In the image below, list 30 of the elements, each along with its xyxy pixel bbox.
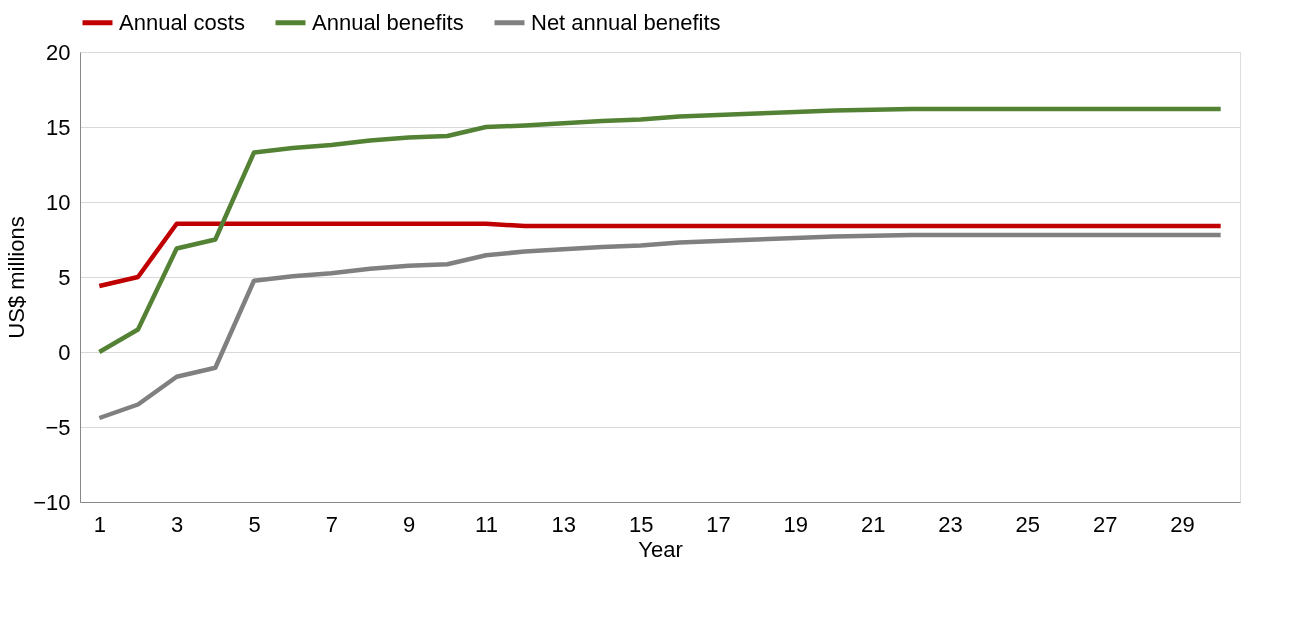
y-axis-title: US$ millions [4,216,30,339]
line-series [97,106,1223,355]
y-tick-label: 0 [58,339,71,365]
x-tick-label: 13 [551,511,577,537]
x-tick-label: 19 [783,511,809,537]
legend-label: Annual benefits [312,9,464,35]
x-tick-label: 9 [403,511,416,537]
y-tick-label: 5 [58,264,71,290]
x-axis-title: Year [638,536,683,562]
x-tick-label: 11 [475,511,498,537]
y-tick-label: −10 [33,489,71,515]
y-tick-label: 20 [46,39,71,65]
x-tick-label: 3 [171,511,184,537]
y-tick-label: 15 [46,114,71,140]
x-tick-label: 27 [1092,511,1118,537]
y-tick-label: 10 [46,189,71,215]
legend-label: Annual costs [119,9,245,35]
y-tick-label: −5 [45,414,71,440]
x-tick-label: 1 [93,511,106,537]
legend-label: Net annual benefits [531,9,721,35]
line-series [97,221,1223,289]
x-tick-label: 5 [248,511,261,537]
x-tick-label: 23 [938,511,963,537]
x-tick-label: 21 [860,511,886,537]
x-tick-label: 7 [325,511,338,537]
x-tick-label: 29 [1170,511,1195,537]
line-series [97,232,1223,421]
x-tick-label: 17 [706,511,731,537]
x-tick-label: 25 [1015,511,1041,537]
x-tick-label: 15 [628,511,654,537]
